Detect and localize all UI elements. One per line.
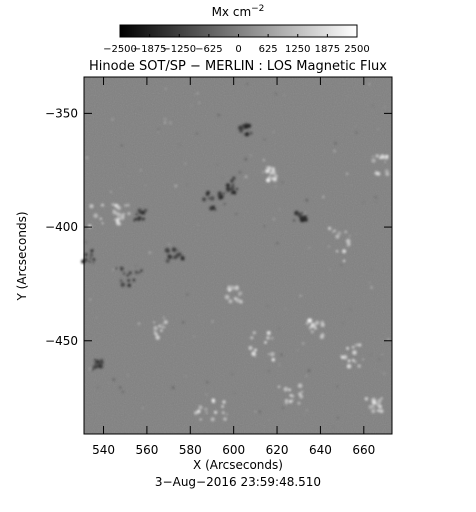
x-tick-label: 540 [92,443,115,457]
x-tick-label: 580 [179,443,202,457]
y-tick-label: −400 [45,220,78,234]
colorbar-tick-label: −2500 [103,44,137,55]
plot-title: Hinode SOT/SP − MERLIN : LOS Magnetic Fl… [89,59,387,74]
colorbar-tick-label: 0 [235,44,241,55]
colorbar-tick-label: 625 [259,44,278,55]
timestamp: 3−Aug−2016 23:59:48.510 [155,475,321,489]
y-tick-label: −350 [45,106,78,120]
colorbar-tick-label: −1250 [162,44,196,55]
x-tick-label: 660 [352,443,375,457]
plot-frame [83,76,393,435]
x-tick-label: 620 [266,443,289,457]
colorbar-unit-label: Mx cm−2 [212,4,265,19]
colorbar-tick-label: 1250 [285,44,310,55]
y-axis-label: Y (Arcseconds) [15,211,29,301]
x-axis: 540 560 580 600 620 640 660 [92,77,375,457]
colorbar-tick-label: −625 [195,44,222,55]
colorbar-tick-label: −1875 [133,44,167,55]
y-tick-label: −450 [45,334,78,348]
x-tick-label: 640 [309,443,332,457]
x-axis-label: X (Arcseconds) [193,458,283,472]
y-axis: −350 −400 −450 [45,106,392,348]
colorbar-tick-label: 1875 [315,44,340,55]
colorbar-tick-label: 2500 [344,44,369,55]
colorbar-ticks: −2500−1875−1250−625 0 625 1250 1875 2500 [103,34,370,55]
x-tick-label: 560 [135,443,158,457]
magnetogram-image [81,77,392,434]
x-tick-label: 600 [222,443,245,457]
